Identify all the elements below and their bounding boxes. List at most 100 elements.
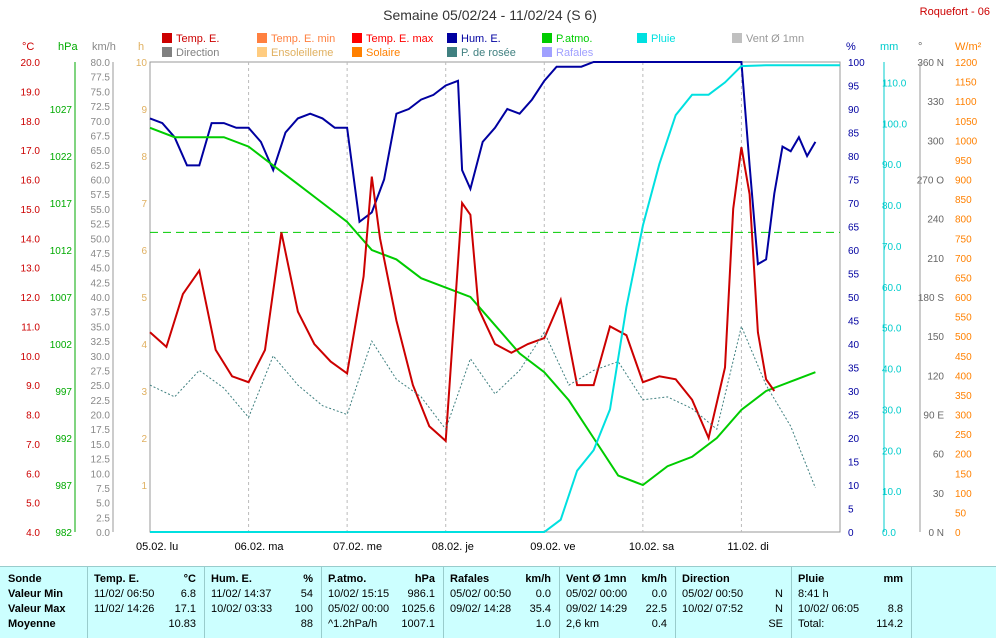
temp-tick-label: 20.0 [21,58,41,69]
wind-tick-label: 67.5 [91,131,111,142]
stats-value: 1007.1 [401,618,435,630]
wind-tick-label: 42.5 [91,278,111,289]
wind-tick-label: 22.5 [91,396,111,407]
dir-tick-label: 240 [927,215,944,226]
sun-tick-label: 7 [141,199,147,210]
rain-tick-label: 80.0 [882,201,902,212]
station-name: Roquefort - 06 [920,6,990,18]
dir-axis-title: ° [918,41,922,53]
sun-tick-label: 10 [136,58,148,69]
sun-tick-label: 9 [141,105,147,116]
stats-column: Temp. E. °C 11/02/ 06:50 6.8 11/02/ 14:26 17.… [88,567,205,638]
wind-tick-label: 17.5 [91,425,111,436]
hum-tick-label: 75 [848,176,860,187]
legend-label: Pluie [651,33,675,45]
dir-tick-label: 360 N [917,58,944,69]
stats-row-label: Valeur Min [8,588,64,600]
stats-unit: % [303,573,313,585]
temp-tick-label: 12.0 [21,293,41,304]
dir-tick-label: 300 [927,136,944,147]
solar-tick-label: 550 [955,313,972,324]
press-axis-title: hPa [58,41,78,53]
stats-date: 05/02/ 00:00 [328,603,390,615]
rain-tick-label: 20.0 [882,446,902,457]
axes: °C20.019.018.017.016.015.014.013.012.011… [21,41,982,539]
stats-value: SE [768,618,783,630]
wind-tick-label: 27.5 [91,366,111,377]
solar-tick-label: 950 [955,156,972,167]
solar-tick-label: 850 [955,195,972,206]
dir-tick-label: 120 [927,371,944,382]
legend-swatch [257,47,267,57]
stats-value: 88 [300,618,313,630]
stats-header: Hum. E. [211,573,252,585]
hum-tick-label: 55 [848,270,860,281]
legend-swatch [542,33,552,43]
sun-tick-label: 6 [141,246,147,257]
wind-tick-label: 2.5 [96,513,110,524]
stats-value: 10.83 [168,618,196,630]
sun-tick-label: 8 [141,152,147,163]
press-tick-label: 992 [55,434,72,445]
temp-axis-title: °C [22,41,34,53]
stats-date: Total: [798,618,825,630]
solar-tick-label: 700 [955,254,972,265]
hum-tick-label: 80 [848,152,860,163]
stats-value: 986.1 [407,588,435,600]
rain-axis-title: mm [880,41,898,53]
stats-date: 10/02/ 07:52 [682,603,744,615]
stats-value: 0.0 [535,588,551,600]
legend-swatch [732,33,742,43]
press-tick-label: 987 [55,481,72,492]
legend-label: Solaire [366,47,400,59]
stats-value: 35.4 [529,603,551,615]
press-tick-label: 1017 [50,199,73,210]
stats-column: P.atmo. hPa 10/02/ 15:15 986.1 05/02/ 00:00 1… [322,567,444,638]
solar-tick-label: 1200 [955,58,978,69]
dir-tick-label: 180 S [918,293,944,304]
temp-tick-label: 5.0 [26,499,40,510]
stats-value: 1025.6 [401,603,435,615]
rain-tick-label: 110.0 [882,78,907,89]
wind-tick-label: 10.0 [91,469,111,480]
stats-value: N [775,603,783,615]
temp-tick-label: 17.0 [21,146,41,157]
solar-tick-label: 450 [955,352,972,363]
stats-date: 11/02/ 14:26 [94,603,155,615]
temp-tick-label: 13.0 [21,264,41,275]
dir-tick-label: 90 E [923,411,944,422]
temp-tick-label: 14.0 [21,234,41,245]
stats-date: 8:41 h [798,588,829,600]
stats-column: Pluie mm 8:41 h 10/02/ 06:05 8.8 Total: 114.2 [792,567,912,638]
rain-tick-label: 50.0 [882,324,902,335]
solar-tick-label: 750 [955,234,972,245]
wind-tick-label: 70.0 [91,117,111,128]
dir-tick-label: 0 N [928,528,944,539]
legend-label: Temp. E. [176,33,219,45]
hum-tick-label: 85 [848,129,860,140]
dir-tick-label: 150 [927,332,944,343]
temp-tick-label: 11.0 [21,322,40,333]
stats-column: Hum. E.% 11/02/ 14:37 54 10/02/ 03:33 100 88 [205,567,322,638]
stats-value: 17.1 [174,603,196,615]
legend-label: Hum. E. [461,33,501,45]
rain-tick-label: 60.0 [882,283,902,294]
press-tick-label: 1002 [50,340,73,351]
stats-date: 05/02/ 00:50 [450,588,512,600]
stats-value: 114.2 [876,618,903,630]
solar-tick-label: 200 [955,450,972,461]
stats-value: N [775,588,783,600]
stats-row-label: Valeur Max [8,603,66,615]
stats-column: Vent Ø 1mn km/h 05/02/ 00:00 0.0 09/02/ 14:2… [560,567,676,638]
hum-tick-label: 60 [848,246,860,257]
wind-tick-label: 30.0 [91,352,111,363]
sun-tick-label: 4 [141,340,147,351]
hum-tick-label: 40 [848,340,860,351]
stats-date: 09/02/ 14:29 [566,603,628,615]
wind-tick-label: 40.0 [91,293,111,304]
stats-date: 10/02/ 03:33 [211,603,273,615]
rain-tick-label: 90.0 [882,160,902,171]
stats-value: 1.0 [535,618,551,630]
series-line-pluie [150,64,840,533]
legend-label: Rafales [556,47,594,59]
